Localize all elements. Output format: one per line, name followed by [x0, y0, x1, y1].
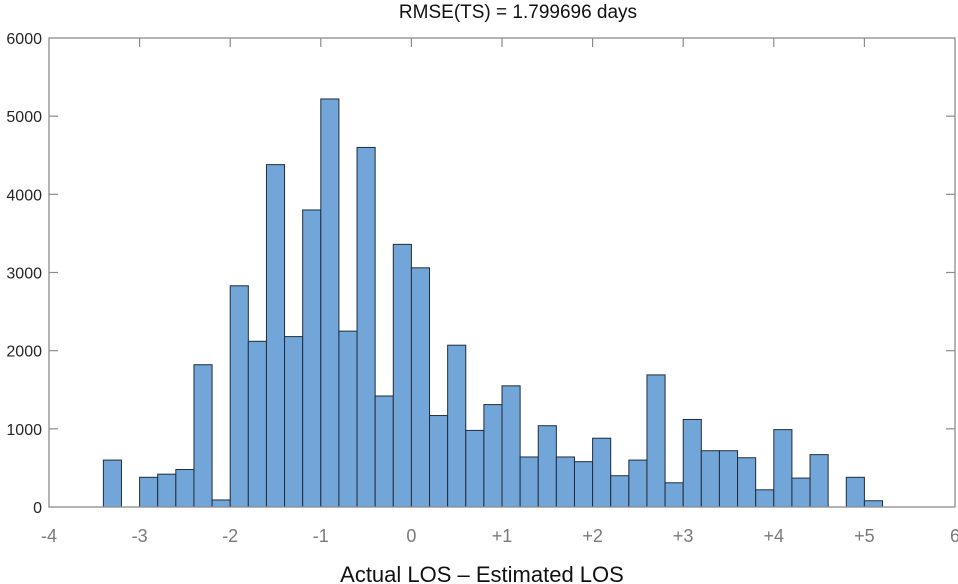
histogram-bar	[320, 98, 340, 508]
x-tick-label: +3	[673, 526, 694, 546]
x-tick-label: -3	[132, 526, 148, 546]
histogram-bar	[139, 476, 159, 508]
y-tick-label: 2000	[6, 344, 42, 361]
x-tick-label: 0	[406, 526, 416, 546]
histogram-bar	[592, 437, 612, 508]
histogram-bar	[392, 243, 412, 508]
x-tick-label: +5	[854, 526, 875, 546]
histogram-bar	[338, 330, 358, 508]
y-tick-label: 3000	[6, 266, 42, 283]
histogram-bar	[700, 450, 720, 508]
histogram-bar	[429, 415, 449, 508]
bars-group	[102, 98, 884, 508]
histogram-bar	[682, 418, 702, 508]
histogram-bar	[519, 456, 539, 508]
histogram-bar	[247, 340, 267, 508]
y-tick-label: 5000	[6, 109, 42, 126]
plot-frame	[48, 37, 956, 508]
histogram-bar	[265, 164, 286, 508]
histogram-bar	[374, 395, 394, 508]
histogram-bar	[718, 450, 739, 508]
histogram-bar	[573, 461, 594, 508]
histogram-bar	[863, 500, 884, 508]
histogram-bar	[465, 429, 485, 508]
y-axis: 0 1000 2000 3000 4000 5000 6000	[6, 31, 955, 517]
x-tick-label: -1	[313, 526, 329, 546]
histogram-bar	[628, 459, 648, 508]
histogram-bar	[646, 374, 666, 508]
y-tick-label: 4000	[6, 187, 42, 204]
x-tick-label: -4	[41, 526, 57, 546]
histogram-bar	[537, 425, 557, 508]
histogram-bar	[302, 209, 322, 508]
histogram-bar	[356, 146, 376, 508]
histogram-bar	[791, 477, 811, 508]
histogram-bar	[175, 468, 195, 508]
histogram-bar	[483, 404, 503, 508]
histogram-bar	[773, 429, 793, 508]
histogram-bar	[664, 482, 684, 508]
histogram-bar	[555, 456, 575, 508]
y-tick-label: 0	[33, 500, 42, 517]
histogram-bar	[610, 475, 630, 508]
histogram-bar	[845, 476, 865, 508]
histogram-bar	[809, 454, 829, 508]
histogram-bar	[157, 473, 177, 508]
histogram-bar	[102, 459, 122, 508]
x-axis: -4 -3 -2 -1 0 +1 +2 +3 +4 +5 6	[41, 38, 958, 546]
histogram-bar	[410, 267, 431, 508]
x-axis-label: Actual LOS – Estimated LOS	[340, 562, 624, 584]
x-tick-label: 6	[950, 526, 958, 546]
x-tick-label: -2	[222, 526, 238, 546]
y-tick-label: 6000	[6, 31, 42, 48]
histogram-bar	[284, 336, 304, 508]
x-tick-label: +2	[582, 526, 603, 546]
histogram-bar	[755, 489, 775, 508]
histogram-bar	[447, 344, 467, 508]
y-tick-label: 1000	[6, 422, 42, 439]
x-tick-label: +1	[492, 526, 513, 546]
histogram-bar	[501, 385, 521, 508]
x-tick-label: +4	[764, 526, 785, 546]
histogram-bar	[193, 364, 213, 508]
histogram-bar	[229, 285, 249, 508]
histogram-bar	[211, 499, 231, 508]
chart-title: RMSE(TS) = 1.799696 days	[399, 2, 637, 23]
histogram-bar	[737, 457, 757, 508]
